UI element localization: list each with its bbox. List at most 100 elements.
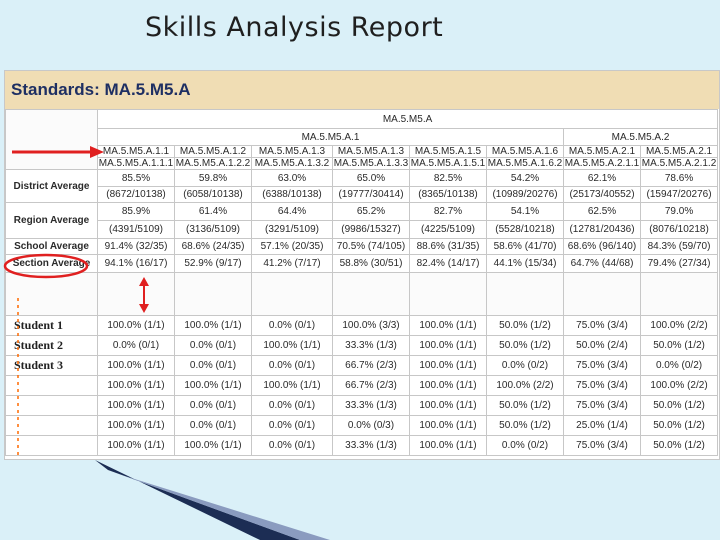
district-pct: 65.0% [332, 169, 410, 187]
column-code: MA.5.M5.A.1.3 [332, 145, 410, 158]
district-pct: 63.0% [251, 169, 333, 187]
student-score: 0.0% (0/1) [174, 415, 252, 436]
region-count: (3291/5109) [251, 220, 333, 239]
student-score: 100.0% (1/1) [97, 355, 175, 376]
student-score: 33.3% (1/3) [332, 335, 410, 356]
region-pct: 62.5% [563, 202, 641, 221]
region-pct: 85.9% [97, 202, 175, 221]
decorative-swoosh-dark [95, 460, 300, 540]
student-score: 100.0% (1/1) [97, 415, 175, 436]
column-subcode: MA.5.M5.A.1.6.2 [486, 157, 564, 170]
spacer-cell [5, 272, 98, 316]
student-score: 100.0% (1/1) [409, 355, 487, 376]
student-score: 0.0% (0/1) [251, 435, 333, 456]
region-count: (5528/10218) [486, 220, 564, 239]
region-pct: 61.4% [174, 202, 252, 221]
region-pct: 82.7% [409, 202, 487, 221]
student-score: 100.0% (1/1) [97, 375, 175, 396]
student-score: 100.0% (1/1) [409, 315, 487, 336]
spacer-cell [332, 272, 410, 316]
student-score: 75.0% (3/4) [563, 315, 641, 336]
decorative-swoosh-light [108, 470, 330, 540]
skills-report: Standards: MA.5.M5.A MA.5.M5.A MA.5.M5.A… [4, 70, 720, 460]
district-pct: 85.5% [97, 169, 175, 187]
student-score: 0.0% (0/2) [486, 435, 564, 456]
student-score: 50.0% (1/2) [639, 335, 719, 356]
student-score: 50.0% (1/2) [486, 335, 564, 356]
spacer-cell [251, 272, 333, 316]
spacer-cell [486, 272, 564, 316]
school-value: 70.5% (74/105) [332, 238, 410, 255]
section-average-label: Section Average [5, 254, 98, 273]
district-count: (8365/10138) [409, 186, 487, 203]
student-score: 100.0% (1/1) [409, 415, 487, 436]
district-pct: 78.6% [639, 169, 719, 187]
district-pct: 54.2% [486, 169, 564, 187]
region-count: (3136/5109) [174, 220, 252, 239]
skills-table: MA.5.M5.A MA.5.M5.A.1 MA.5.M5.A.2 MA.5.M… [5, 109, 719, 456]
student-label: Student 3 [5, 355, 98, 376]
column-code: MA.5.M5.A.2.1 [639, 145, 719, 158]
student-score: 100.0% (2/2) [639, 315, 719, 336]
column-subcode: MA.5.M5.A.2.1.1 [563, 157, 641, 170]
district-count: (6388/10138) [251, 186, 333, 203]
student-label: Student 2 [5, 335, 98, 356]
student-score: 0.0% (0/1) [251, 415, 333, 436]
subgroup-header: MA.5.M5.A.1 [97, 128, 564, 146]
student-score: 100.0% (1/1) [409, 375, 487, 396]
student-score: 100.0% (3/3) [332, 315, 410, 336]
student-score: 0.0% (0/1) [174, 355, 252, 376]
student-score: 0.0% (0/1) [251, 395, 333, 416]
student-score: 100.0% (1/1) [174, 435, 252, 456]
district-count: (8672/10138) [97, 186, 175, 203]
school-value: 68.6% (96/140) [563, 238, 641, 255]
student-score: 0.0% (0/1) [251, 315, 333, 336]
section-value: 41.2% (7/17) [251, 254, 333, 273]
student-label [5, 375, 98, 396]
student-label [5, 415, 98, 436]
school-value: 57.1% (20/35) [251, 238, 333, 255]
column-subcode: MA.5.M5.A.1.1.1 [97, 157, 175, 170]
region-count: (4391/5109) [97, 220, 175, 239]
spacer-cell [97, 272, 175, 316]
student-score: 75.0% (3/4) [563, 375, 641, 396]
section-value: 58.8% (30/51) [332, 254, 410, 273]
student-score: 50.0% (1/2) [639, 395, 719, 416]
student-score: 100.0% (1/1) [251, 335, 333, 356]
student-score: 100.0% (2/2) [486, 375, 564, 396]
student-score: 0.0% (0/1) [174, 335, 252, 356]
student-score: 100.0% (1/1) [251, 375, 333, 396]
column-subcode: MA.5.M5.A.1.2.2 [174, 157, 252, 170]
column-code: MA.5.M5.A.2.1 [563, 145, 641, 158]
district-count: (25173/40552) [563, 186, 641, 203]
spacer-cell [563, 272, 641, 316]
district-count: (15947/20276) [639, 186, 719, 203]
region-average-label: Region Average [5, 202, 98, 239]
student-score: 33.3% (1/3) [332, 435, 410, 456]
student-score: 33.3% (1/3) [332, 395, 410, 416]
region-pct: 54.1% [486, 202, 564, 221]
student-score: 50.0% (1/2) [486, 315, 564, 336]
school-value: 84.3% (59/70) [639, 238, 719, 255]
column-code: MA.5.M5.A.1.1 [97, 145, 175, 158]
student-score: 100.0% (1/1) [97, 395, 175, 416]
column-code: MA.5.M5.A.1.2 [174, 145, 252, 158]
district-pct: 82.5% [409, 169, 487, 187]
section-value: 79.4% (27/34) [639, 254, 719, 273]
section-value: 94.1% (16/17) [97, 254, 175, 273]
student-score: 50.0% (1/2) [486, 415, 564, 436]
student-score: 0.0% (0/2) [486, 355, 564, 376]
student-score: 100.0% (1/1) [409, 435, 487, 456]
student-score: 50.0% (1/2) [639, 415, 719, 436]
spacer-cell [409, 272, 487, 316]
school-average-label: School Average [5, 238, 98, 255]
column-subcode: MA.5.M5.A.1.3.3 [332, 157, 410, 170]
section-value: 64.7% (44/68) [563, 254, 641, 273]
subgroup-header: MA.5.M5.A.2 [562, 128, 719, 146]
district-pct: 62.1% [563, 169, 641, 187]
column-code: MA.5.M5.A.1.5 [409, 145, 487, 158]
student-score: 100.0% (1/1) [409, 335, 487, 356]
spacer-cell [174, 272, 252, 316]
student-score: 100.0% (1/1) [174, 315, 252, 336]
section-value: 82.4% (14/17) [409, 254, 487, 273]
